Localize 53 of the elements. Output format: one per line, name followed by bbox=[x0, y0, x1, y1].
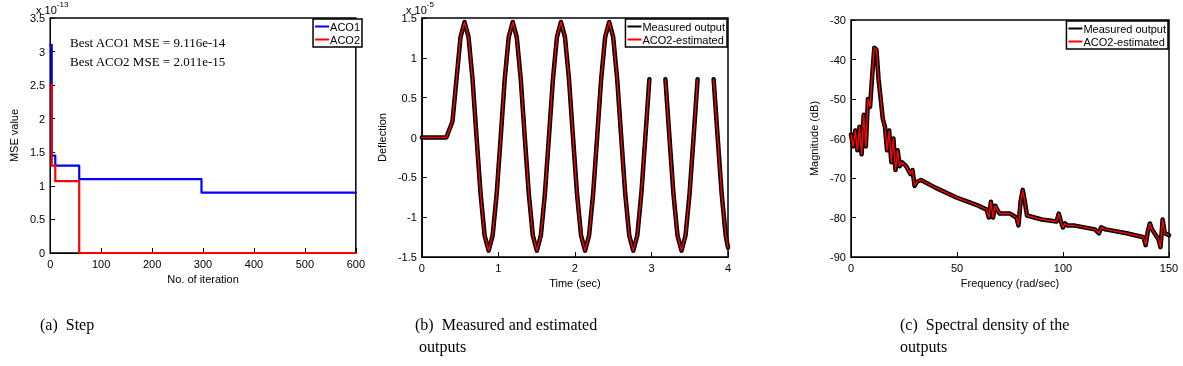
x-tick-label: 4 bbox=[724, 261, 732, 274]
y-axis-title: MSE value bbox=[7, 108, 20, 163]
y-tick-label: 3 bbox=[39, 45, 46, 58]
x-tick-label: 500 bbox=[295, 257, 315, 270]
x-tick-label: 600 bbox=[346, 257, 365, 270]
y-tick-label: 0 bbox=[39, 247, 46, 259]
text: (a) Step bbox=[40, 315, 95, 334]
x-tick-label: 2 bbox=[571, 261, 578, 274]
x-tick-label: 0 bbox=[847, 261, 855, 274]
legend-label: Measured output bbox=[1083, 22, 1167, 35]
legend-label: ACO1 bbox=[330, 20, 361, 33]
x-tick-label: 1 bbox=[495, 261, 502, 274]
y-tick-label: 1.5 bbox=[29, 146, 46, 159]
y-axis-title: Magnitude (dB) bbox=[807, 100, 820, 177]
y-tick-label: 0.5 bbox=[401, 91, 417, 104]
annotation: Best ACO1 MSE = 9.116e-14 bbox=[70, 35, 226, 50]
text: (c) Spectral density of the outputs bbox=[900, 315, 1074, 356]
y-tick-label: 2 bbox=[39, 112, 46, 125]
y-tick-label: -40 bbox=[830, 53, 846, 66]
x-tick-label: 300 bbox=[193, 257, 213, 270]
x-tick-label: 100 bbox=[1053, 261, 1073, 274]
legend-label: ACO2-estimated bbox=[642, 33, 724, 46]
x-tick-label: 150 bbox=[1159, 261, 1179, 274]
y-tick-label: 0.5 bbox=[29, 213, 46, 226]
y-tick-label: 2.5 bbox=[29, 79, 46, 92]
x-tick-label: 100 bbox=[91, 257, 111, 270]
y-tick-label: 0 bbox=[410, 131, 417, 144]
y-axis-title: Deflection bbox=[375, 113, 388, 162]
y-tick-label: -80 bbox=[830, 211, 846, 224]
text: (b) Measured and estimated outputs bbox=[415, 315, 598, 356]
y-tick-label: -1.5 bbox=[397, 251, 417, 263]
y-tick-label: -60 bbox=[830, 132, 846, 145]
annotation: Best ACO2 MSE = 2.011e-15 bbox=[70, 54, 226, 69]
y-tick-label: -70 bbox=[830, 172, 846, 184]
y-tick-label: -30 bbox=[830, 14, 846, 26]
legend-label: ACO2 bbox=[330, 33, 361, 46]
x-tick-label: 50 bbox=[950, 261, 964, 274]
x-tick-label: 0 bbox=[47, 257, 54, 270]
legend-label: ACO2-estimated bbox=[1083, 35, 1165, 48]
legend-label: Measured output bbox=[642, 20, 726, 33]
y-tick-label: 1 bbox=[39, 179, 46, 192]
y-tick-label: 1 bbox=[410, 51, 417, 64]
x-tick-label: 400 bbox=[244, 257, 264, 270]
y-tick-label: -50 bbox=[830, 93, 846, 105]
x-tick-label: 0 bbox=[418, 261, 425, 274]
x-tick-label: 3 bbox=[648, 261, 655, 274]
x-axis-title: Time (sec) bbox=[549, 277, 601, 290]
x-axis-title: Frequency (rad/sec) bbox=[960, 277, 1060, 290]
x-axis-title: No. of iteration bbox=[167, 273, 239, 286]
y-tick-label: -1 bbox=[407, 211, 417, 224]
y-tick-label: -90 bbox=[830, 251, 846, 263]
y-tick-label: -0.5 bbox=[397, 171, 417, 184]
x-tick-label: 200 bbox=[142, 257, 162, 270]
